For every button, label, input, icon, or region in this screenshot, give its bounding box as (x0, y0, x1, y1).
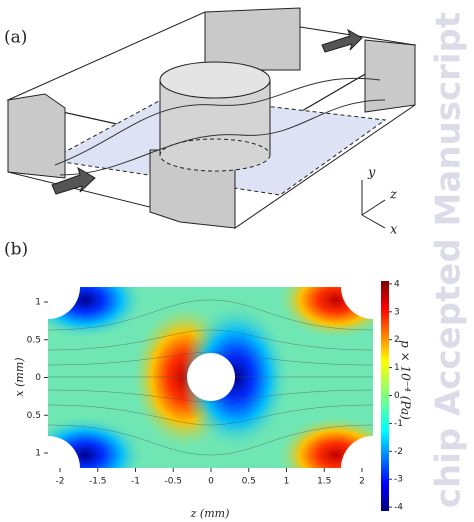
panel-label: (b) (4, 240, 28, 260)
x-tick-label: -1 (131, 477, 140, 487)
x-tick-label: -0.5 (164, 477, 182, 487)
axis-label: y (367, 166, 376, 181)
x-tick-label: 0.5 (242, 477, 256, 487)
y-tick-label: 1 (35, 449, 41, 459)
pressure-field (48, 287, 373, 468)
axis-label: z (389, 188, 397, 203)
colorbar-tick-label: 3 (394, 307, 400, 317)
y-tick-label: 0 (35, 373, 41, 383)
schematic (6, 7, 417, 229)
panel-label: (a) (4, 28, 27, 48)
colorbar-tick-label: -4 (394, 503, 403, 513)
x-tick-label: 0 (208, 477, 214, 487)
x-tick-label: 1 (284, 477, 290, 487)
colorbar-tick-label: 2 (394, 335, 400, 345)
colorbar (381, 281, 389, 511)
x-tick-label: -1.5 (89, 477, 107, 487)
colorbar-tick-label: 0 (394, 391, 400, 401)
x-tick-label: -2 (56, 477, 65, 487)
x-axis-label: z (mm) (190, 507, 230, 520)
colorbar-tick-label: -1 (394, 419, 403, 429)
axis-label: x (390, 223, 398, 238)
colorbar-tick-label: -3 (394, 475, 403, 485)
colorbar-tick-label: 1 (394, 363, 400, 373)
colorbar-tick-label: 4 (394, 279, 400, 289)
y-axis-label: x (mm) (13, 357, 26, 396)
x-tick-label: 1.5 (317, 477, 331, 487)
y-tick-label: 0.5 (27, 411, 41, 421)
watermark: chip Accepted Manuscript (429, 12, 469, 508)
y-tick-label: 0.5 (27, 335, 41, 345)
colorbar-tick-label: -2 (394, 447, 403, 457)
colorbar-label: p × 10⁻⁴ (Pa) (399, 340, 413, 420)
x-tick-label: 2 (359, 477, 365, 487)
y-tick-label: 1 (35, 298, 41, 308)
